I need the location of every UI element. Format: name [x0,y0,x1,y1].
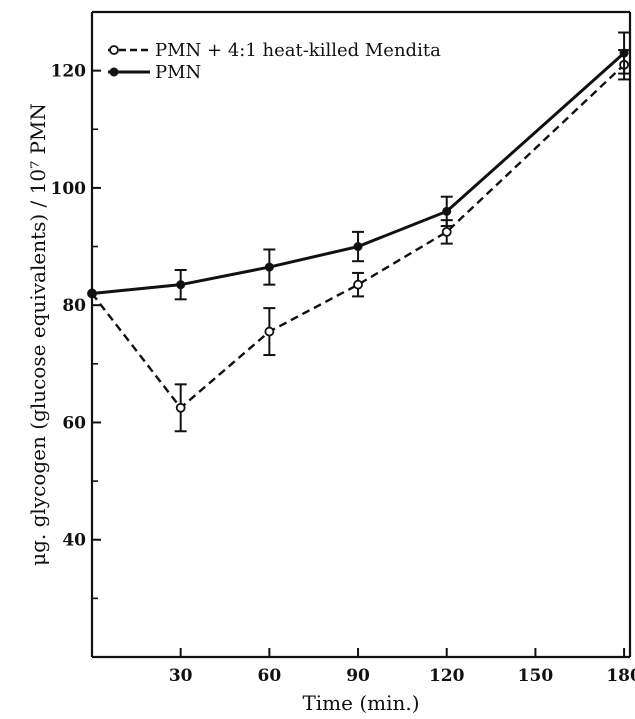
x-axis-title: Time (min.) [302,691,419,715]
series-line-1 [91,51,626,295]
y-tick-label: 40 [62,531,86,551]
data-point-open [175,402,186,413]
data-point-filled [353,242,363,252]
series-line-0 [91,63,625,410]
data-point-filled [87,288,97,298]
y-tick-label: 80 [62,296,86,316]
data-point-filled [442,206,452,216]
legend-label-mendita: PMN + 4:1 heat-killed Mendita [155,40,441,61]
legend: PMN + 4:1 heat-killed Mendita PMN [108,40,441,83]
data-point-open [353,279,363,290]
legend-marker-open-circle [109,45,119,55]
data-point-filled [264,262,274,272]
data-point-open [441,226,452,237]
series-layer [87,31,631,433]
y-tick-label: 120 [51,62,87,82]
axes [90,10,632,659]
data-point-open [264,326,275,337]
x-tick-label: 90 [346,666,370,686]
data-point-filled [619,48,629,58]
data-point-filled [176,280,186,290]
legend-label-pmn: PMN [155,62,201,83]
x-tick-label: 120 [429,666,465,686]
tick-labels: 30 60 90 120 150 180 40 60 80 100 120 [51,62,635,686]
legend-marker-filled-circle [109,67,119,77]
x-tick-label: 150 [518,666,554,686]
x-tick-label: 60 [258,666,282,686]
x-tick-label: 180 [606,666,635,686]
y-axis-title: μg. glycogen (glucose equivalents) / 10⁷… [26,103,50,566]
x-tick-label: 30 [169,666,193,686]
tick-marks [92,69,626,657]
y-tick-label: 60 [62,413,86,433]
y-tick-label: 100 [51,179,87,199]
